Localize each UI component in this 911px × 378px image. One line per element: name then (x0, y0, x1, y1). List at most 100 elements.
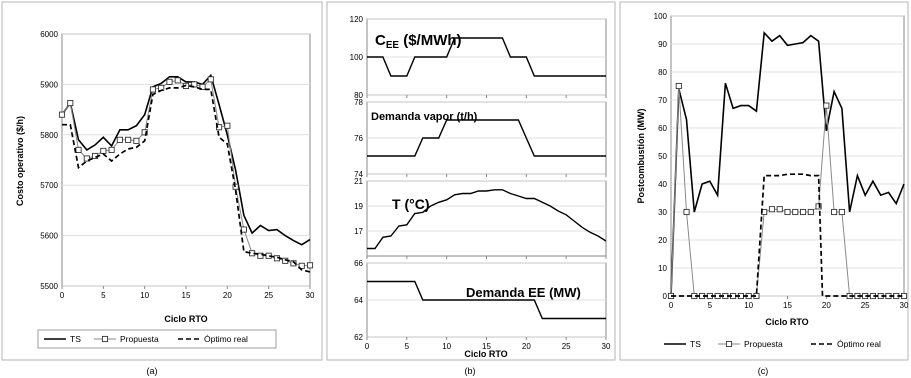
data-point (792, 208, 799, 216)
y-tick-label: 5600 (40, 232, 58, 241)
data-point (191, 81, 198, 88)
legend-label: Propuesta (744, 339, 783, 349)
y-tick-label: 5500 (40, 282, 58, 291)
plot-a-xlabel: Ciclo RTO (164, 314, 207, 324)
y-tick-label: 100 (350, 53, 364, 62)
x-tick-label: 30 (306, 291, 315, 300)
panel-c-frame (619, 1, 909, 361)
y-tick-label: 40 (658, 180, 667, 189)
y-tick-label: 19 (354, 202, 363, 211)
y-tick-label: 62 (354, 333, 363, 342)
series-line-1 (670, 85, 904, 297)
y-tick-label: 21 (354, 177, 363, 186)
data-point (216, 124, 223, 131)
series-line-1 (61, 78, 311, 267)
legend-marker (101, 335, 109, 343)
data-point (75, 146, 82, 153)
plot-b-xlabel: Ciclo RTO (464, 349, 507, 359)
y-tick-label: 90 (658, 40, 667, 49)
data-point (67, 99, 74, 107)
data-point (306, 262, 314, 269)
data-point (807, 208, 814, 216)
data-point (149, 86, 156, 93)
panel-a-frame (1, 1, 323, 361)
data-point (133, 137, 140, 144)
x-tick-label: 15 (482, 342, 491, 351)
subplot-line-0 (367, 37, 606, 77)
y-tick-label: 10 (658, 264, 667, 273)
x-tick-label: 10 (744, 301, 753, 310)
y-tick-label: 70 (658, 96, 667, 105)
data-point (257, 252, 264, 259)
y-tick-label: 5700 (40, 181, 58, 190)
plot-postcombustion: 0 10 20 30 40 50 60 70 80 90 100 0 5 10 15 20 25 30 (654, 12, 909, 310)
series-line-2 (671, 173, 904, 297)
subplot-title-sub: EE (386, 40, 400, 51)
subplot-line-3 (367, 280, 606, 320)
y-tick-label: 78 (354, 98, 363, 107)
plot-costo-operativo: 5500 5600 5700 5800 5900 6000 0 5 10 15 20 25 30 (40, 30, 315, 300)
data-point (815, 203, 822, 210)
data-point (125, 136, 132, 143)
data-point (240, 226, 247, 233)
data-point (108, 146, 115, 153)
subplot-line-1 (367, 119, 606, 157)
x-tick-label: 30 (602, 342, 611, 351)
legend-label: Propuesta (120, 334, 159, 344)
x-tick-label: 5 (405, 342, 410, 351)
data-point (199, 83, 206, 90)
data-point (174, 77, 181, 84)
x-tick-label: 0 (669, 301, 674, 310)
subplot-title-2: T (°C) (392, 196, 429, 212)
x-tick-label: 0 (60, 291, 65, 300)
y-tick-label: 5800 (40, 131, 58, 140)
data-point (58, 111, 66, 118)
series-line-2 (62, 84, 311, 273)
x-tick-label: 30 (900, 301, 909, 310)
y-tick-label: 80 (354, 91, 363, 100)
subplot-line-2 (367, 189, 607, 250)
x-tick-label: 10 (442, 342, 451, 351)
data-point (799, 208, 807, 216)
y-tick-label: 76 (354, 134, 363, 143)
panel-b-frame (326, 1, 616, 361)
y-tick-label: 120 (350, 15, 364, 24)
x-tick-label: 5 (708, 301, 713, 310)
panel-a-caption: (a) (147, 366, 158, 376)
y-tick-label: 30 (658, 208, 667, 217)
legend-a-box (37, 329, 277, 349)
plot-area (61, 33, 311, 287)
x-tick-label: 10 (140, 291, 149, 300)
x-tick-label: 20 (223, 291, 232, 300)
data-point (298, 262, 305, 269)
legend-marker (725, 340, 733, 348)
y-tick-label: 6000 (40, 30, 58, 39)
data-point (141, 129, 148, 136)
data-point (776, 206, 783, 213)
y-tick-label: 64 (354, 296, 363, 305)
x-tick-label: 15 (783, 301, 792, 310)
series-line-0 (670, 30, 905, 297)
y-tick-label: 20 (658, 236, 667, 245)
y-tick-label: 60 (658, 124, 667, 133)
plot-a-ylabel: Costo operativo ($/h) (15, 116, 25, 206)
x-tick-label: 25 (264, 291, 273, 300)
legend-label: TS (690, 339, 701, 349)
x-tick-label: 5 (101, 291, 106, 300)
x-tick-label: 20 (522, 342, 531, 351)
y-tick-label: 66 (354, 259, 363, 268)
data-point (768, 206, 776, 213)
legend-c: TS Propuesta Óptimo real (664, 339, 881, 349)
subplot-title-0: CEE ($/MWh) (375, 32, 462, 51)
x-tick-label: 20 (822, 301, 831, 310)
panel-c-caption: (c) (758, 366, 769, 376)
subplot-title-1: Demanda vapor (t/h) (371, 111, 478, 123)
subplot-title-3: Demanda EE (MW) (466, 285, 581, 300)
legend-label: Óptimo real (204, 334, 248, 344)
y-tick-label: 80 (658, 68, 667, 77)
legend-label: TS (70, 334, 81, 344)
data-point (224, 122, 231, 129)
data-point (831, 208, 838, 216)
